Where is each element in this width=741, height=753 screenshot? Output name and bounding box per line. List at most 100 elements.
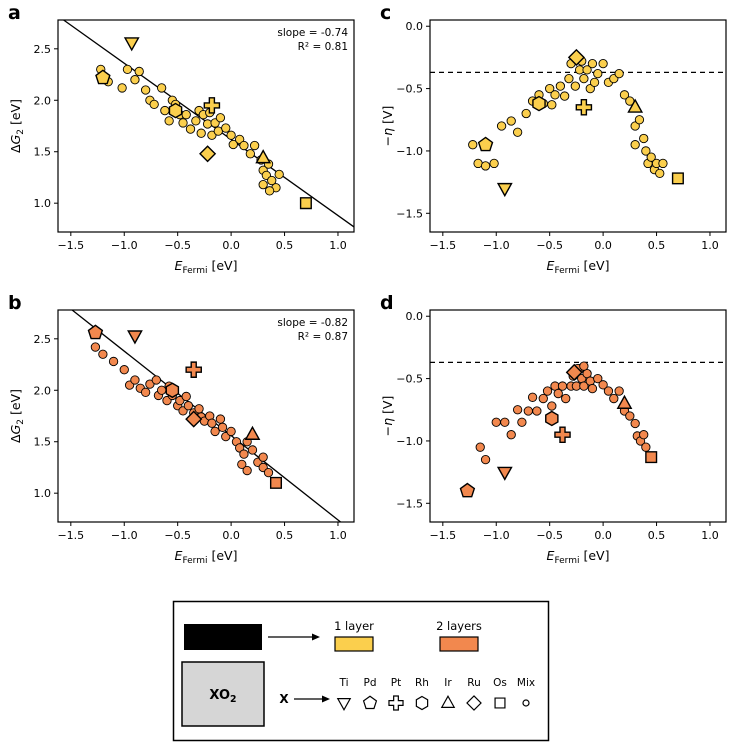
- marker-ru-diamond: [567, 48, 585, 66]
- y-tick-label: 1.0: [34, 197, 52, 210]
- y-axis-label: ΔG2 [eV]: [8, 99, 26, 153]
- panel-letter-c: c: [380, 2, 392, 24]
- data-point: [614, 68, 624, 79]
- y-tick-label: −0.5: [396, 83, 423, 96]
- data-point: [151, 375, 161, 385]
- y-tick-label: −0.5: [396, 373, 423, 386]
- data-point: [119, 365, 129, 375]
- plot-frame: [57, 19, 355, 233]
- chart-d: −1.5 −1.0 −0.5 0.0 0.5 1.0 0.0 −0.5 −1.0 −1.5 EFer…: [380, 309, 727, 566]
- panel-d: d −1.5 −1.0 −0.5 0.0 0.5 1.0 0.0 −0.5 −1.0 −1.5 EF…: [378, 292, 733, 577]
- data-point: [598, 380, 608, 390]
- data-point: [108, 356, 119, 367]
- data-point: [117, 83, 127, 93]
- x-tick-label: −1.5: [57, 529, 84, 542]
- data-point: [570, 81, 580, 91]
- data-point: [215, 414, 226, 424]
- marker-pd-pentagon: [95, 69, 111, 85]
- data-point: [587, 383, 598, 394]
- chart-c: −1.5 −1.0 −0.5 0.0 0.5 1.0 0.0 −0.5 −1.0 −1.5 EFer…: [380, 19, 727, 276]
- data-point: [264, 186, 275, 196]
- marker-ir-triangle-up: [255, 149, 272, 164]
- marker-rh-hexagon: [532, 95, 546, 112]
- two-layers-label: 2 layers: [436, 619, 482, 633]
- data-point: [559, 91, 570, 101]
- data-point: [589, 77, 600, 88]
- y-tick-label: 2.0: [34, 94, 52, 107]
- marker-ti-triangle-down: [123, 37, 140, 52]
- data-point: [160, 105, 170, 116]
- marker-ti-triangle-down: [496, 182, 513, 198]
- data-point: [130, 75, 140, 85]
- data-point: [625, 411, 635, 421]
- one-layer-label: 1 layer: [334, 619, 374, 633]
- x-tick-label: −0.5: [536, 239, 563, 252]
- data-point: [506, 430, 516, 440]
- data-point: [274, 169, 284, 180]
- y-tick-label: −1.0: [396, 435, 423, 448]
- chart-a: −1.5 −1.0 −0.5 0.0 0.5 1.0 1.0 1.5 2.0 2.5 slope =…: [8, 19, 355, 276]
- data-point: [491, 417, 501, 427]
- y-tick-label: 0.0: [406, 20, 424, 33]
- data-point: [641, 442, 651, 452]
- data-point: [183, 401, 194, 411]
- x-axis-label: EFermi [eV]: [175, 548, 238, 566]
- data-point: [475, 442, 485, 452]
- data-point: [538, 393, 548, 404]
- data-point: [547, 401, 557, 411]
- x-tick-label: 1.0: [701, 239, 719, 252]
- data-point: [122, 64, 133, 75]
- data-point: [239, 140, 249, 151]
- legend-marker-pt-icon: [388, 695, 404, 711]
- y-tick-label: 2.5: [34, 43, 52, 56]
- data-point: [634, 115, 645, 125]
- data-point: [542, 386, 553, 396]
- marker-ti-triangle-down: [496, 466, 513, 481]
- data-point: [609, 393, 619, 404]
- marker-ru-diamond: [565, 363, 583, 381]
- legend-marker-ir-icon: [440, 695, 456, 708]
- data-point: [587, 58, 598, 69]
- y-tick-label: 0.0: [406, 310, 424, 323]
- marker-pd-pentagon: [459, 482, 476, 498]
- marker-rh-hexagon: [165, 382, 180, 399]
- data-point: [258, 180, 268, 190]
- x-axis-label: EFermi [eV]: [547, 548, 610, 566]
- x-tick-label: −1.5: [429, 239, 456, 252]
- y-tick-label: −1.0: [396, 145, 423, 158]
- data-point: [512, 127, 523, 137]
- data-point: [619, 90, 630, 100]
- data-point: [130, 375, 140, 385]
- data-point: [658, 158, 668, 169]
- data-point: [258, 452, 268, 462]
- data-point: [245, 149, 255, 159]
- data-point: [557, 381, 568, 391]
- data-point: [630, 140, 640, 150]
- data-point: [207, 130, 217, 140]
- data-point: [239, 449, 249, 459]
- marker-rh-hexagon: [545, 410, 559, 427]
- data-point: [149, 99, 159, 110]
- y-axis-label: −η [V]: [380, 106, 395, 147]
- x-tick-label: 0.0: [222, 239, 240, 252]
- data-point: [157, 385, 167, 395]
- x-tick-label: −1.5: [57, 239, 84, 252]
- y-tick-label: −1.5: [396, 497, 423, 510]
- data-point: [217, 422, 228, 432]
- marker-ir-triangle-up: [616, 394, 633, 409]
- data-point: [639, 430, 649, 440]
- marker-pt-plus: [575, 99, 593, 116]
- x-tick-label: 1.0: [701, 529, 719, 542]
- data-point: [134, 66, 144, 77]
- y-tick-label: 1.5: [34, 146, 52, 159]
- legend-marker-rh-icon: [415, 695, 429, 711]
- data-point: [90, 342, 101, 352]
- data-point: [228, 139, 238, 150]
- marker-pd-pentagon: [87, 324, 104, 340]
- panel-b: b −1.5 −1.0 −0.5 0.0 0.5 1.0 1.0 1.5 2.0 2.5 slope…: [6, 292, 361, 577]
- data-point: [641, 146, 651, 156]
- data-point: [564, 73, 574, 84]
- arrow-head-icon: [322, 695, 330, 703]
- data-point: [98, 349, 108, 359]
